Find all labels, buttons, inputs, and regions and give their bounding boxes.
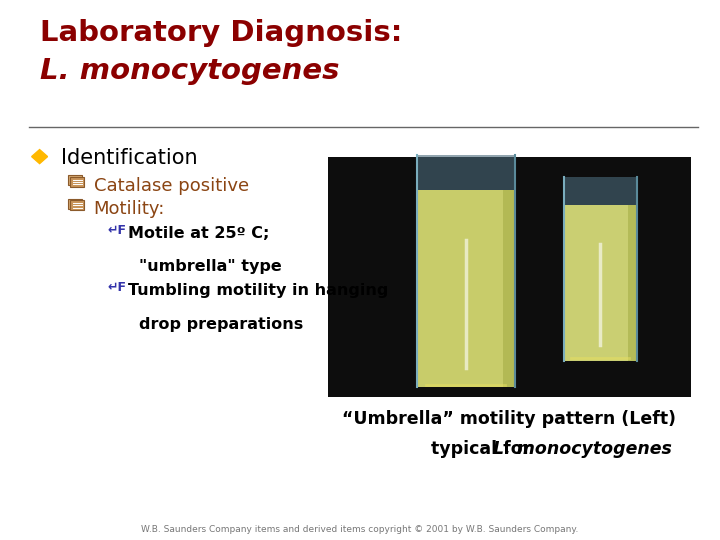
Text: Laboratory Diagnosis:: Laboratory Diagnosis:: [40, 19, 402, 47]
FancyBboxPatch shape: [68, 199, 81, 208]
FancyBboxPatch shape: [417, 155, 515, 190]
FancyBboxPatch shape: [71, 177, 84, 187]
FancyBboxPatch shape: [417, 190, 515, 387]
Text: W.B. Saunders Company items and derived items copyright © 2001 by W.B. Saunders : W.B. Saunders Company items and derived …: [141, 524, 579, 534]
Text: ↵F: ↵F: [107, 281, 126, 294]
Text: L. monocytogenes: L. monocytogenes: [493, 440, 672, 458]
Text: Identification: Identification: [61, 148, 198, 168]
FancyBboxPatch shape: [564, 205, 636, 361]
FancyBboxPatch shape: [328, 157, 691, 397]
Polygon shape: [32, 150, 48, 164]
Text: “Umbrella” motility pattern (Left): “Umbrella” motility pattern (Left): [343, 410, 676, 428]
FancyBboxPatch shape: [71, 200, 84, 210]
Text: Catalase positive: Catalase positive: [94, 177, 248, 194]
Text: L. monocytogenes: L. monocytogenes: [40, 57, 339, 85]
Text: ↵F: ↵F: [107, 224, 126, 237]
FancyBboxPatch shape: [503, 190, 515, 387]
FancyBboxPatch shape: [564, 177, 636, 205]
FancyBboxPatch shape: [628, 205, 636, 361]
Text: drop preparations: drop preparations: [139, 317, 303, 332]
FancyBboxPatch shape: [328, 157, 691, 397]
FancyBboxPatch shape: [68, 176, 81, 185]
Text: typical for: typical for: [431, 440, 537, 458]
Text: Motile at 25º C;: Motile at 25º C;: [128, 226, 269, 241]
Text: "umbrella" type: "umbrella" type: [139, 259, 282, 274]
Text: Motility:: Motility:: [94, 200, 165, 218]
Text: Tumbling motility in hanging: Tumbling motility in hanging: [128, 284, 389, 299]
